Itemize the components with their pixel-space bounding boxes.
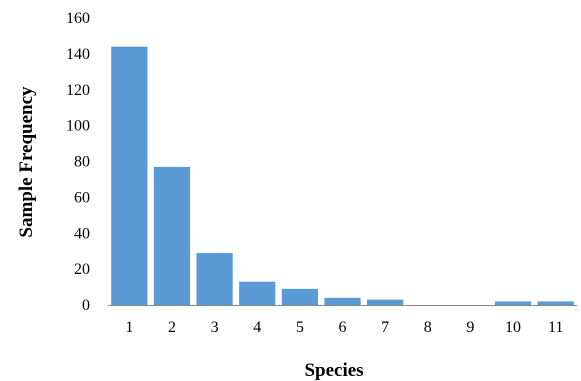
y-tick-label: 100 xyxy=(66,118,90,135)
y-tick-label: 80 xyxy=(74,154,90,171)
y-tick-label: 120 xyxy=(66,82,90,99)
x-tick-label: 10 xyxy=(505,319,521,336)
bar xyxy=(111,46,148,305)
bar xyxy=(196,252,233,305)
bar xyxy=(324,297,361,305)
x-tick-label: 9 xyxy=(466,319,474,336)
bars xyxy=(111,46,574,305)
y-tick-label: 40 xyxy=(74,225,90,242)
y-tick-label: 160 xyxy=(66,10,90,27)
x-axis-title: Species xyxy=(304,360,363,381)
x-tick-label: 1 xyxy=(125,319,133,336)
y-axis-ticks: 0 20 40 60 80 100 120 140 160 xyxy=(66,10,90,314)
x-tick-label: 8 xyxy=(424,319,432,336)
bar xyxy=(367,299,404,305)
x-tick-label: 11 xyxy=(548,319,563,336)
bar xyxy=(494,301,532,305)
y-tick-label: 20 xyxy=(74,261,90,278)
y-tick-label: 60 xyxy=(74,189,90,206)
x-tick-label: 6 xyxy=(339,319,347,336)
y-tick-label: 140 xyxy=(66,46,90,63)
bar xyxy=(281,288,318,305)
x-tick-label: 3 xyxy=(211,319,219,336)
bar xyxy=(239,281,276,305)
x-tick-label: 5 xyxy=(296,319,304,336)
x-tick-label: 2 xyxy=(168,319,176,336)
bar xyxy=(153,166,191,305)
y-tick-label: 0 xyxy=(82,297,90,314)
x-axis-ticks: 1 2 3 4 5 6 7 8 9 10 11 xyxy=(125,319,563,336)
x-tick-label: 4 xyxy=(253,319,261,336)
bar xyxy=(537,301,574,305)
x-tick-label: 7 xyxy=(381,319,389,336)
y-axis-title: Sample Frequency xyxy=(16,86,37,238)
